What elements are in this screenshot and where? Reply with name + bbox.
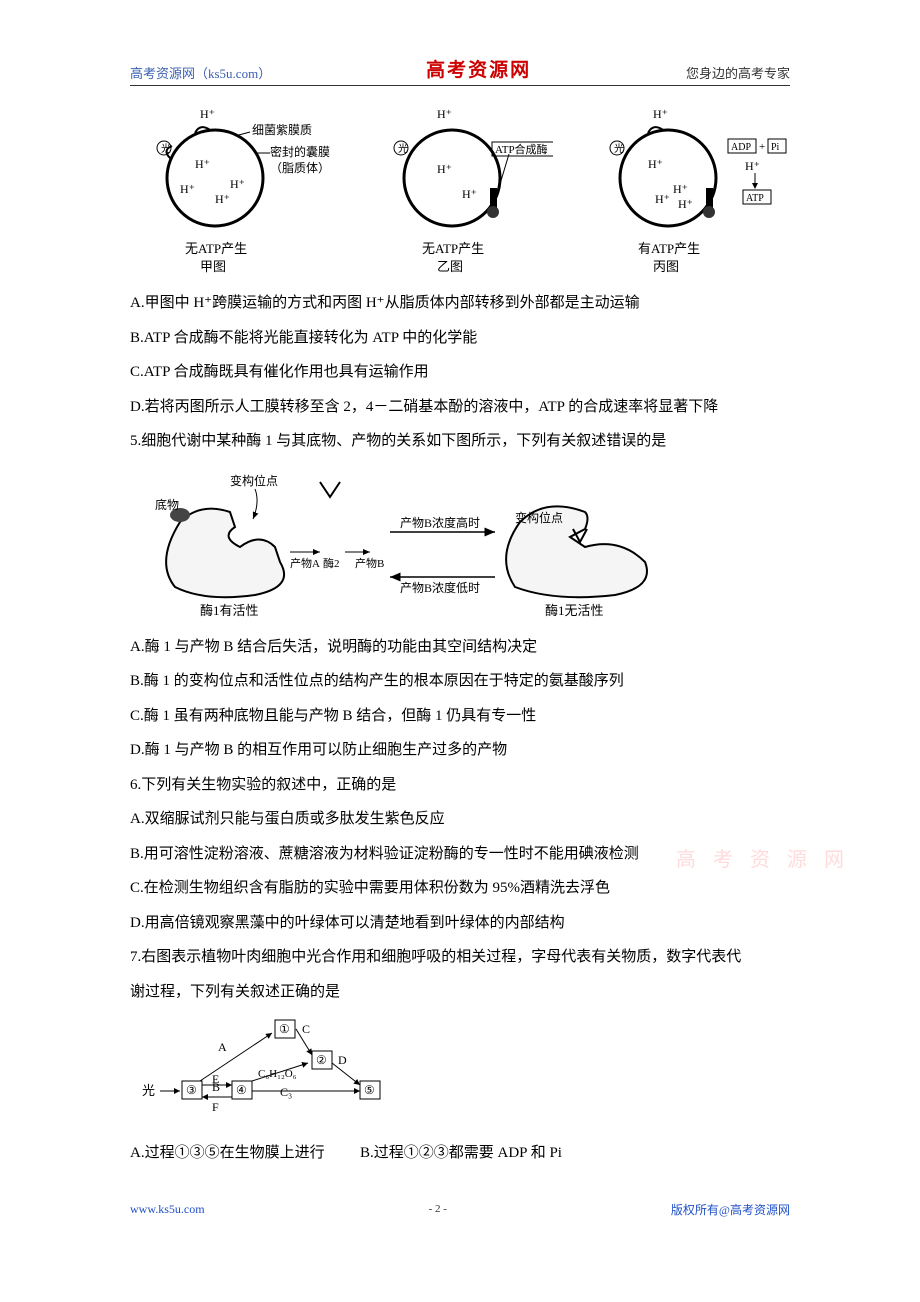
svg-text:H⁺: H⁺ — [745, 159, 760, 173]
vesicle-panel-b: 光 ATP合成酶 H⁺ H⁺ H⁺ 无ATP产生 乙图 — [377, 108, 554, 278]
svg-text:无ATP产生: 无ATP产生 — [422, 241, 484, 256]
enzyme-figure: 底物 变构位点 产物A 酶2 产物B 产物B浓度高时 产物B浓度低时 变构位点 … — [145, 467, 790, 622]
svg-text:F: F — [212, 1100, 219, 1114]
svg-text:H⁺: H⁺ — [437, 162, 452, 176]
svg-text:丙图: 丙图 — [653, 259, 679, 274]
q4-d: D.若将丙图所示人工膜转移至含 2，4－二硝基本酚的溶液中，ATP 的合成速率将… — [130, 390, 790, 425]
footer-right: 版权所有@高考资源网 — [671, 1201, 790, 1218]
svg-text:光: 光 — [142, 1083, 155, 1098]
q5-c: C.酶 1 虽有两种底物且能与产物 B 结合，但酶 1 仍具有专一性 — [130, 699, 790, 734]
svg-text:H⁺: H⁺ — [648, 157, 663, 171]
svg-text:无ATP产生: 无ATP产生 — [185, 241, 247, 256]
svg-text:酶2: 酶2 — [323, 557, 340, 570]
svg-text:光: 光 — [398, 142, 408, 155]
svg-text:H⁺: H⁺ — [200, 108, 215, 121]
q4-a: A.甲图中 H⁺跨膜运输的方式和丙图 H⁺从脂质体内部转移到外部都是主动运输 — [130, 286, 790, 321]
svg-text:产物B浓度低时: 产物B浓度低时 — [400, 580, 480, 595]
svg-text:变构位点: 变构位点 — [515, 510, 563, 525]
q4-b: B.ATP 合成酶不能将光能直接转化为 ATP 中的化学能 — [130, 321, 790, 356]
svg-text:H⁺: H⁺ — [462, 187, 477, 201]
header-brand: 高考资源网 — [426, 55, 531, 82]
svg-text:①: ① — [279, 1022, 290, 1036]
svg-text:H⁺: H⁺ — [678, 197, 693, 211]
svg-text:ATP合成酶: ATP合成酶 — [495, 142, 548, 156]
svg-text:D: D — [338, 1053, 347, 1067]
q5-a: A.酶 1 与产物 B 结合后失活，说明酶的功能由其空间结构决定 — [130, 630, 790, 665]
vesicle-figure: 光 H⁺ H⁺ H⁺ H⁺ H⁺ 细菌紫膜质 密封的囊膜 （脂质体） 无ATP产… — [130, 108, 790, 278]
q5-d: D.酶 1 与产物 B 的相互作用可以防止细胞生产过多的产物 — [130, 733, 790, 768]
page-header: 高考资源网（ks5u.com） 高考资源网 您身边的高考专家 — [130, 55, 790, 86]
svg-text:乙图: 乙图 — [437, 259, 463, 274]
svg-text:A: A — [218, 1040, 227, 1054]
q7-a: A.过程①③⑤在生物膜上进行 — [130, 1136, 360, 1171]
pathway-figure: 光 ③ ④ ① ② ⑤ A E B F C D C₆H₁₂O₆ C₃ — [140, 1015, 790, 1130]
svg-text:H⁺: H⁺ — [230, 177, 245, 191]
svg-text:有ATP产生: 有ATP产生 — [638, 241, 700, 256]
svg-text:密封的囊膜: 密封的囊膜 — [270, 144, 330, 159]
svg-text:产物A: 产物A — [290, 556, 320, 570]
svg-text:ATP: ATP — [746, 193, 764, 204]
svg-text:ADP: ADP — [731, 142, 751, 153]
svg-text:H⁺: H⁺ — [195, 157, 210, 171]
svg-text:H⁺: H⁺ — [673, 182, 688, 196]
q7-b: B.过程①②③都需要 ADP 和 Pi — [360, 1136, 562, 1171]
q6-d: D.用高倍镜观察黑藻中的叶绿体可以清楚地看到叶绿体的内部结构 — [130, 906, 790, 941]
q7-stem2: 谢过程，下列有关叙述正确的是 — [130, 975, 790, 1010]
svg-text:H⁺: H⁺ — [215, 192, 230, 206]
svg-text:②: ② — [316, 1053, 327, 1067]
svg-text:+: + — [759, 141, 765, 153]
svg-text:产物B: 产物B — [355, 556, 384, 570]
svg-text:Pi: Pi — [771, 142, 780, 153]
svg-text:C₆H₁₂O₆: C₆H₁₂O₆ — [258, 1068, 297, 1080]
q5-options: A.酶 1 与产物 B 结合后失活，说明酶的功能由其空间结构决定 B.酶 1 的… — [130, 630, 790, 1010]
svg-text:H⁺: H⁺ — [180, 182, 195, 196]
q7-stem: 7.右图表示植物叶肉细胞中光合作用和细胞呼吸的相关过程，字母代表有关物质，数字代… — [130, 940, 790, 975]
svg-text:光: 光 — [614, 142, 624, 155]
svg-text:细菌紫膜质: 细菌紫膜质 — [252, 123, 312, 137]
svg-text:④: ④ — [236, 1083, 247, 1097]
svg-text:酶1有活性: 酶1有活性 — [200, 603, 259, 617]
svg-text:③: ③ — [186, 1083, 197, 1097]
header-right: 您身边的高考专家 — [686, 63, 790, 82]
q7-options: A.过程①③⑤在生物膜上进行 B.过程①②③都需要 ADP 和 Pi — [130, 1136, 790, 1171]
q6-b: B.用可溶性淀粉溶液、蔗糖溶液为材料验证淀粉酶的专一性时不能用碘液检测 高 考 … — [130, 837, 790, 872]
svg-text:H⁺: H⁺ — [437, 108, 452, 121]
q5-stem: 5.细胞代谢中某种酶 1 与其底物、产物的关系如下图所示，下列有关叙述错误的是 — [130, 424, 790, 459]
svg-text:产物B浓度高时: 产物B浓度高时 — [400, 515, 480, 530]
footer-page: - 2 - — [429, 1203, 447, 1215]
q6-stem: 6.下列有关生物实验的叙述中，正确的是 — [130, 768, 790, 803]
footer-left: www.ks5u.com — [130, 1202, 205, 1217]
q6-a: A.双缩脲试剂只能与蛋白质或多肽发生紫色反应 — [130, 802, 790, 837]
svg-text:变构位点: 变构位点 — [230, 473, 278, 488]
svg-text:甲图: 甲图 — [200, 259, 226, 274]
vesicle-panel-c: 光 H⁺ H⁺ H⁺ H⁺ H⁺ ADP + Pi H⁺ ATP 有ATP产生 … — [593, 108, 790, 278]
svg-text:B: B — [212, 1080, 220, 1094]
svg-text:⑤: ⑤ — [364, 1083, 375, 1097]
svg-text:C₃: C₃ — [280, 1085, 292, 1099]
page-footer: www.ks5u.com - 2 - 版权所有@高考资源网 — [130, 1201, 790, 1218]
svg-text:（脂质体）: （脂质体） — [270, 160, 330, 175]
q4-options: A.甲图中 H⁺跨膜运输的方式和丙图 H⁺从脂质体内部转移到外部都是主动运输 B… — [130, 286, 790, 459]
vesicle-panel-a: 光 H⁺ H⁺ H⁺ H⁺ H⁺ 细菌紫膜质 密封的囊膜 （脂质体） 无ATP产… — [140, 108, 337, 278]
svg-text:底物: 底物 — [155, 497, 179, 512]
svg-text:光: 光 — [161, 142, 171, 155]
svg-text:C: C — [302, 1022, 310, 1036]
q4-c: C.ATP 合成酶既具有催化作用也具有运输作用 — [130, 355, 790, 390]
q6-c: C.在检测生物组织含有脂肪的实验中需要用体积份数为 95%酒精洗去浮色 — [130, 871, 790, 906]
svg-text:酶1无活性: 酶1无活性 — [545, 603, 604, 617]
svg-text:H⁺: H⁺ — [653, 108, 668, 121]
header-left: 高考资源网（ks5u.com） — [130, 63, 271, 82]
q5-b: B.酶 1 的变构位点和活性位点的结构产生的根本原因在于特定的氨基酸序列 — [130, 664, 790, 699]
svg-text:H⁺: H⁺ — [655, 192, 670, 206]
